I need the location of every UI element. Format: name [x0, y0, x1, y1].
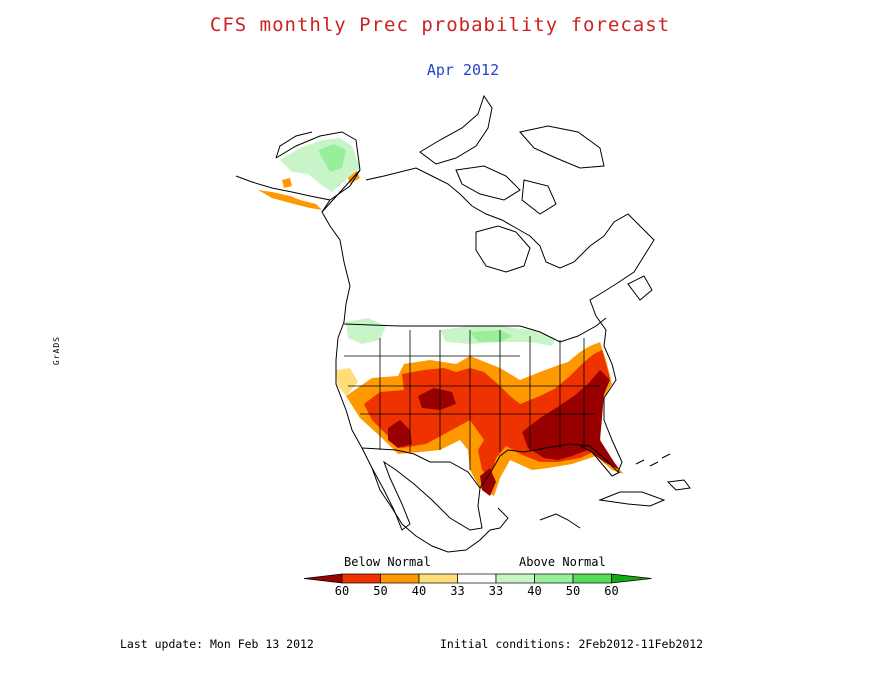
shade-dark-newmexico — [388, 420, 412, 448]
arctic-island-2 — [519, 125, 605, 169]
legend-swatch — [495, 573, 535, 584]
arctic-island-3 — [455, 165, 521, 201]
map-subtitle: Apr 2012 — [426, 61, 500, 79]
map-outlines — [235, 94, 691, 553]
legend-swatch — [534, 573, 574, 584]
border-alaska — [321, 169, 361, 213]
cuba — [598, 491, 666, 507]
legend-swatch-arrow-left — [303, 573, 343, 584]
arctic-island-1 — [419, 94, 493, 165]
legend-swatch — [418, 573, 458, 584]
legend-tick-label: 33 — [489, 584, 503, 598]
coastline-alaska-pen — [235, 175, 331, 201]
legend-tick-label: 60 — [604, 584, 618, 598]
shade-orange-alaska-w — [282, 178, 292, 188]
legend-ticks: 60 50 40 33 33 40 50 60 — [335, 584, 619, 598]
shade-light-orange — [336, 368, 358, 396]
border-canada-us — [343, 317, 607, 343]
below-normal-label: Below Normal — [344, 555, 431, 569]
arctic-island-4 — [521, 179, 557, 215]
legend-swatch — [457, 573, 497, 584]
above-normal-label: Above Normal — [519, 555, 606, 569]
coastline-west — [275, 131, 655, 531]
last-update-text: Last update: Mon Feb 13 2012 — [120, 637, 314, 651]
legend-tick-label: 40 — [412, 584, 426, 598]
shade-dark-kansas — [418, 388, 456, 410]
legend-swatch — [341, 573, 381, 584]
newfoundland — [627, 275, 653, 301]
legend-tick-label: 33 — [450, 584, 464, 598]
legend-swatch — [380, 573, 420, 584]
state-lines — [344, 330, 600, 470]
legend-tick-label: 50 — [566, 584, 580, 598]
shade-green-alaska-2 — [318, 144, 346, 172]
above-normal-shading — [280, 138, 556, 346]
hudson-bay — [475, 225, 531, 273]
shade-dark-texas-coast — [480, 468, 496, 496]
yucatan — [539, 513, 581, 529]
border-us-mexico — [361, 447, 481, 489]
shade-dark-southeast — [522, 370, 620, 470]
below-normal-shading — [258, 170, 624, 496]
hispaniola — [666, 479, 691, 491]
coastline-alaska-n — [275, 131, 313, 159]
legend-tick-label: 40 — [527, 584, 541, 598]
map-title: CFS monthly Prec probability forecast — [209, 14, 671, 36]
legend-swatch-arrow-right — [611, 573, 652, 584]
florida — [579, 445, 621, 477]
legend-tick-label: 50 — [373, 584, 387, 598]
initial-conditions-text: Initial conditions: 2Feb2012-11Feb2012 — [440, 637, 704, 651]
shade-orange-alaska — [258, 190, 322, 210]
legend-swatch — [572, 573, 612, 584]
bahamas — [635, 453, 671, 467]
color-legend — [303, 573, 652, 584]
legend-tick-label: 60 — [335, 584, 349, 598]
shade-green-border-c2 — [470, 330, 512, 342]
mexico-coast — [371, 467, 509, 553]
